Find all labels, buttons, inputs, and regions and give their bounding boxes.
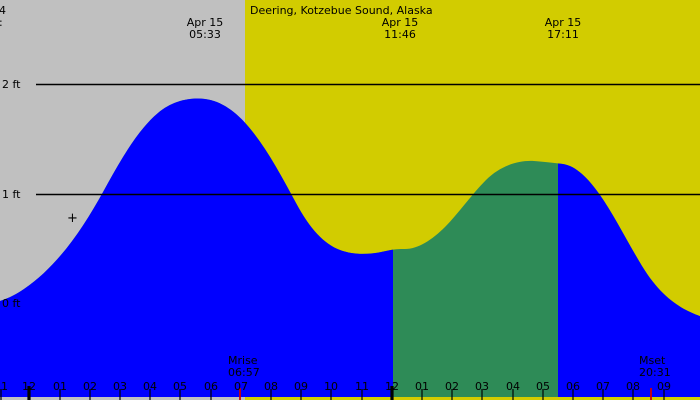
extreme-label-2-date: Apr 15 (381, 16, 419, 29)
hour-label-16: 03 (475, 380, 489, 393)
extreme-label-3-time: 17:11 (547, 28, 579, 41)
chart-title: Deering, Kotzebue Sound, Alaska (250, 4, 433, 17)
hour-label-6: 05 (173, 380, 187, 393)
y-axis-label-0ft: 0 ft (2, 297, 21, 310)
hour-label-17: 04 (506, 380, 520, 393)
moonrise-time: 06:57 (228, 366, 260, 379)
extreme-label-prev-time: : (0, 17, 3, 28)
extreme-label-2-time: 11:46 (384, 28, 416, 41)
hour-label-1: 12 (22, 380, 36, 393)
extreme-label-prev-date: 4 (0, 4, 6, 17)
moonrise-label: Mrise (228, 354, 258, 367)
hour-label-11: 10 (324, 380, 338, 393)
hour-label-20: 07 (596, 380, 610, 393)
extreme-label-1-time: 05:33 (189, 28, 221, 41)
hour-label-18: 05 (536, 380, 550, 393)
hour-label-13: 12 (385, 380, 399, 393)
moonset-label: Mset (639, 354, 666, 367)
hour-label-4: 03 (113, 380, 127, 393)
hour-label-9: 08 (264, 380, 278, 393)
hour-label-22: 09 (657, 380, 671, 393)
hour-label-21: 08 (626, 380, 640, 393)
hour-label-10: 09 (294, 380, 308, 393)
hour-label-3: 02 (83, 380, 97, 393)
hour-label-14: 01 (415, 380, 429, 393)
y-axis-label-2ft: 2 ft (2, 78, 21, 91)
hour-label-2: 01 (53, 380, 67, 393)
extreme-label-1-date: Apr 15 (186, 16, 224, 29)
hour-label-8: 07 (234, 380, 248, 393)
moonset-time: 20:31 (639, 366, 671, 379)
y-axis-label-1ft: 1 ft (2, 188, 21, 201)
hour-tick-group (0, 386, 665, 400)
hour-label-15: 02 (445, 380, 459, 393)
hour-label-19: 06 (566, 380, 580, 393)
extreme-label-3-date: Apr 15 (544, 16, 582, 29)
hour-label-7: 06 (204, 380, 218, 393)
hour-label-5: 04 (143, 380, 157, 393)
hour-label-0: 11 (0, 380, 8, 393)
hour-label-12: 11 (355, 380, 369, 393)
cursor-crosshair-icon: + (67, 211, 78, 226)
